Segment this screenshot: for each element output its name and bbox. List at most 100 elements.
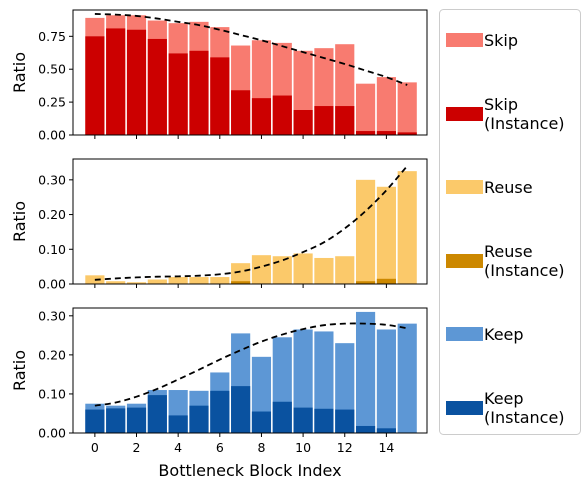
ytick-label-panel0: 0.25: [38, 95, 66, 110]
y-axis-label-panel1: Ratio: [10, 201, 29, 242]
bar-panel2-series1-x1: [106, 408, 126, 433]
ytick-label-panel0: 0.50: [38, 62, 66, 77]
ytick-label-panel2: 0.20: [38, 347, 66, 362]
bar-panel2-series1-x5: [189, 405, 209, 433]
bar-panel2-series0-x13: [355, 311, 376, 433]
axes-frame-panel1: [72, 158, 428, 285]
panel-1: 0.00 0.10 0.20 0.30 Ratio: [10, 158, 428, 292]
bar-panel0-series0-x14: [376, 77, 396, 135]
bar-panel1-series0-x13: [355, 179, 376, 284]
bar-panel1-series0-x4: [168, 277, 188, 284]
bar-panel0-series1-x8: [251, 98, 272, 135]
bar-panel0-series1-x0: [85, 36, 105, 135]
bar-panel2-series1-x4: [168, 415, 188, 433]
bar-panel1-series0-x15: [397, 171, 417, 284]
bar-panel0-series1-x13: [355, 131, 376, 135]
bar-panel0-series1-x15: [397, 132, 417, 135]
xtick-label: 12: [337, 440, 353, 455]
ytick-label-panel1: 0.20: [38, 207, 66, 222]
bar-panel0-series0-x15: [397, 82, 417, 135]
bar-panel1-series1-x7: [231, 281, 251, 284]
bar-panel0-series0-x13: [355, 83, 376, 135]
ytick-label-panel1: 0.00: [38, 277, 66, 292]
bar-panel0-series1-x5: [189, 50, 209, 135]
legend-label-1: Skip (Instance): [484, 95, 565, 133]
trend-line-panel2: [94, 322, 408, 407]
bar-panel2-series1-x8: [251, 411, 272, 433]
bar-panel1-series0-x2: [126, 282, 147, 284]
bar-panel0-series1-x2: [126, 29, 147, 136]
legend-label-2: Reuse: [484, 178, 533, 197]
bar-panel2-series0-x15: [397, 323, 417, 434]
bar-panel1-series0-x10: [293, 253, 313, 284]
xtick-label: 10: [295, 440, 311, 455]
bar-panel2-series1-x7: [231, 386, 251, 434]
trend-line-panel0: [94, 13, 408, 86]
bar-panel1-series0-x7: [231, 263, 251, 284]
bar-panel1-series0-x5: [189, 277, 209, 284]
legend-label-3: Reuse (Instance): [484, 242, 565, 280]
axes-frame-panel2: [72, 307, 428, 434]
ytick-label-panel0: 0.75: [38, 29, 66, 44]
xtick-label: 4: [174, 440, 182, 455]
bar-panel1-series0-x8: [251, 255, 272, 284]
xtick-label: 14: [378, 440, 394, 455]
trend-line-panel1: [94, 165, 408, 281]
bar-panel2-series1-x6: [210, 390, 230, 433]
bar-panel1-series1-x14: [376, 278, 396, 284]
legend-swatch-3: [446, 254, 483, 268]
legend-label-4: Keep: [484, 325, 524, 344]
y-axis-label-panel2: Ratio: [10, 350, 29, 391]
bar-panel0-series1-x6: [210, 57, 230, 136]
bar-panel0-series1-x1: [106, 28, 126, 136]
legend-label-5: Keep (Instance): [484, 389, 565, 427]
bar-panel0-series1-x10: [293, 110, 313, 135]
ytick-label-panel2: 0.30: [38, 308, 66, 323]
ytick-label-panel0: 0.00: [38, 128, 66, 143]
xtick-label: 8: [257, 440, 265, 455]
legend: Skip Skip (Instance) Reuse Reuse (Instance) Ke…: [439, 9, 581, 435]
bar-panel1-series0-x12: [335, 256, 355, 284]
bar-panel1-series0-x3: [147, 279, 167, 284]
xtick-label: 6: [216, 440, 224, 455]
bar-panel1-series0-x1: [106, 281, 126, 284]
ytick-label-panel2: 0.10: [38, 386, 66, 401]
ytick-label-panel1: 0.10: [38, 242, 66, 257]
y-axis-label-panel0: Ratio: [10, 52, 29, 93]
bar-panel0-series1-x11: [314, 106, 334, 135]
bar-panel1-series0-x11: [314, 257, 334, 284]
legend-swatch-5: [446, 401, 483, 415]
bar-panel2-series1-x9: [272, 401, 292, 433]
bar-panel0-series1-x9: [272, 95, 292, 135]
panel-2: 0.00 0.10 0.20 0.30 0 2 4 6 8 10 12 14 Ratio: [10, 307, 428, 455]
bar-panel0-series1-x3: [147, 38, 167, 136]
legend-label-0: Skip: [484, 31, 518, 50]
bar-panel2-series0-x14: [376, 329, 396, 433]
legend-swatch-0: [446, 33, 483, 47]
axes-frame-panel0: [72, 9, 428, 136]
bar-panel2-series1-x3: [147, 395, 167, 433]
bar-panel2-series1-x0: [85, 409, 105, 433]
bar-panel2-series1-x10: [293, 407, 313, 433]
bar-panel1-series0-x6: [210, 277, 230, 284]
bar-panel2-series0-x11: [314, 331, 334, 433]
bar-panel0-series1-x4: [168, 53, 188, 135]
bar-panel2-series1-x2: [126, 407, 147, 433]
bar-panel1-series0-x9: [272, 256, 292, 284]
bar-panel2-series0-x10: [293, 329, 313, 433]
bar-panel0-series1-x12: [335, 106, 355, 135]
bar-panel2-series1-x11: [314, 408, 334, 433]
bar-panel0-series1-x7: [231, 90, 251, 135]
panel-0: 0.00 0.25 0.50 0.75 Ratio: [10, 9, 428, 143]
legend-swatch-1: [446, 107, 483, 121]
bar-panel2-series1-x14: [376, 428, 396, 433]
bar-panel2-series1-x12: [335, 409, 355, 433]
legend-swatch-4: [446, 327, 483, 341]
ytick-label-panel2: 0.00: [38, 426, 66, 441]
legend-frame: [439, 9, 581, 435]
x-axis-label: Bottleneck Block Index: [158, 461, 341, 480]
bar-panel0-series1-x14: [376, 131, 396, 135]
bar-panel1-series0-x14: [376, 186, 396, 284]
bar-panel1-series1-x13: [355, 281, 376, 284]
